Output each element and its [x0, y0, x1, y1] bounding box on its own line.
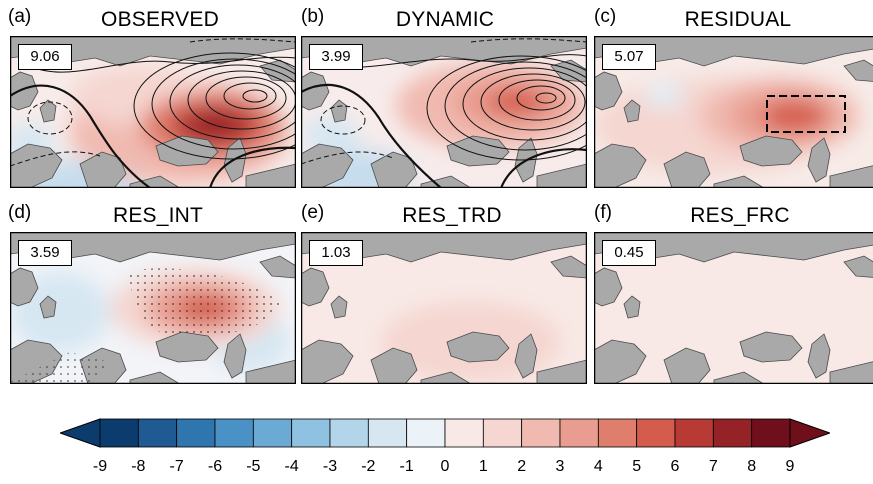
colorbar-swatch	[214, 418, 254, 448]
map-panel-observed: 9.06	[10, 36, 296, 188]
colorbar-swatch	[367, 418, 408, 448]
colorbar-swatch	[559, 418, 599, 448]
colorbar-tick-label: -8	[131, 458, 146, 475]
panel-f-title: RES_FRC	[690, 204, 790, 227]
colorbar-swatch	[137, 418, 178, 448]
colorbar-tick-label: 3	[555, 458, 565, 475]
colorbar-swatch	[444, 418, 484, 448]
panel-c-value: 5.07	[602, 44, 656, 70]
panel-c-letter: (c)	[594, 6, 617, 27]
colorbar-tick-label: 4	[593, 458, 603, 475]
colorbar-swatch	[636, 418, 676, 448]
panel-b-value: 3.99	[309, 44, 363, 70]
map-panel-dynamic: 3.99	[301, 36, 587, 188]
colorbar-max-arrow	[789, 418, 832, 448]
panel-e-title: RES_TRD	[402, 204, 502, 227]
colorbar-tick-label: 0	[440, 458, 450, 475]
colorbar-tick-label: -3	[322, 458, 338, 475]
panel-a-letter: (a)	[8, 6, 32, 27]
colorbar-swatch	[176, 418, 216, 448]
colorbar	[58, 413, 832, 458]
colorbar-tick-label: -1	[399, 458, 414, 475]
panel-d-value: 3.59	[18, 240, 72, 266]
colorbar-swatch	[674, 418, 714, 448]
colorbar-swatch	[329, 418, 369, 448]
panel-b-title: DYNAMIC	[395, 8, 495, 31]
colorbar-min-arrow	[58, 418, 101, 448]
panel-d-title: RES_INT	[112, 204, 204, 227]
colorbar-tick-label: 9	[785, 458, 795, 475]
colorbar-tick-label: 5	[632, 458, 642, 475]
panel-e-letter: (e)	[301, 202, 325, 223]
colorbar-tick-label: -6	[207, 458, 223, 475]
panel-f-value: 0.45	[602, 240, 656, 266]
colorbar-swatch	[291, 418, 331, 448]
map-panel-res-trd: 1.03	[301, 232, 587, 384]
colorbar-swatch	[712, 418, 753, 448]
colorbar-tick-label: -4	[284, 458, 299, 475]
colorbar-tick-label: 1	[478, 458, 488, 475]
colorbar-swatch	[521, 418, 561, 448]
panel-e-value: 1.03	[309, 240, 363, 266]
colorbar-tick-label: 7	[708, 458, 718, 475]
panel-a-value: 9.06	[18, 44, 72, 70]
panel-a-title: OBSERVED	[101, 8, 219, 31]
panel-f-letter: (f)	[594, 202, 612, 223]
colorbar-tick-label: 8	[747, 458, 757, 475]
map-panel-residual: 5.07	[594, 36, 873, 188]
map-panel-res-frc: 0.45	[594, 232, 873, 384]
colorbar-swatch	[751, 418, 791, 448]
colorbar-swatch	[406, 418, 446, 448]
colorbar-tick-label: 2	[517, 458, 527, 475]
colorbar-swatch	[99, 418, 139, 448]
panel-d-letter: (d)	[8, 202, 32, 223]
colorbar-tick-label: -5	[246, 458, 261, 475]
panel-c-title: RESIDUAL	[684, 8, 792, 31]
colorbar-swatch	[252, 418, 293, 448]
colorbar-tick-label: -7	[169, 458, 184, 475]
colorbar-swatch	[597, 418, 638, 448]
panel-b-letter: (b)	[301, 6, 325, 27]
colorbar-swatch	[482, 418, 523, 448]
colorbar-tick-label: -2	[361, 458, 376, 475]
colorbar-tick-label: -9	[92, 458, 108, 475]
map-panel-res-int: 3.59	[10, 232, 296, 384]
colorbar-tick-label: 6	[670, 458, 680, 475]
